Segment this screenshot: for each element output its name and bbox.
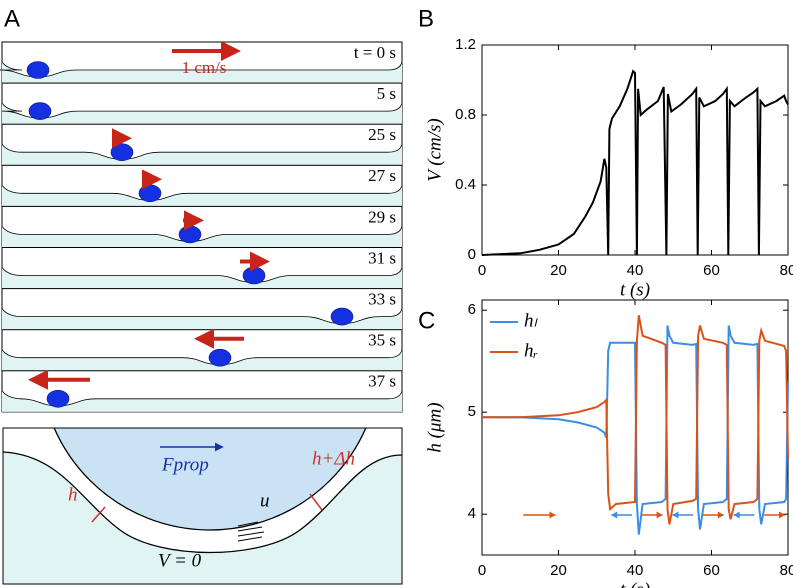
direction-head	[656, 511, 663, 519]
y-tick-label: 0.8	[455, 106, 476, 123]
x-tick-label: 60	[703, 562, 720, 579]
ball	[110, 143, 134, 161]
panel-label: A	[4, 5, 20, 32]
y-tick-label: 5	[468, 403, 476, 420]
x-tick-label: 80	[780, 262, 793, 279]
time-label: 27 s	[368, 166, 396, 185]
y-tick-label: 0.4	[455, 176, 476, 193]
time-label: 33 s	[368, 290, 396, 309]
x-axis-label: t (s)	[620, 579, 650, 588]
ball	[138, 184, 162, 203]
ball	[208, 348, 232, 367]
panel-label: B	[418, 5, 434, 32]
fluid	[2, 185, 402, 207]
x-tick-label: 40	[627, 562, 644, 579]
flow-label: u	[260, 490, 270, 511]
data-line	[481, 69, 789, 256]
x-tick-label: 80	[780, 562, 793, 579]
scale-label: 1 cm/s	[182, 58, 227, 77]
surface	[3, 451, 402, 554]
direction-head	[549, 511, 556, 519]
fluid	[2, 103, 402, 125]
direction-head	[672, 511, 679, 519]
gap-label: h+Δh	[312, 448, 355, 469]
legend-label: hᵣ	[524, 340, 538, 361]
x-tick-label: 20	[550, 262, 567, 279]
speed-label: V = 0	[158, 550, 202, 571]
direction-head	[733, 511, 740, 519]
ball	[242, 266, 266, 285]
y-tick-label: 4	[468, 505, 476, 522]
y-axis-label: h (μm)	[424, 402, 445, 452]
fluid	[2, 226, 402, 248]
y-tick-label: 1.2	[455, 36, 476, 53]
y-axis-label: V (cm/s)	[424, 118, 445, 182]
time-label: t = 0 s	[354, 43, 396, 62]
drop	[53, 428, 367, 531]
time-label: 25 s	[368, 125, 396, 144]
fluid	[2, 390, 402, 412]
x-tick-label: 20	[550, 562, 567, 579]
direction-head	[779, 511, 785, 519]
legend-label: hₗ	[524, 310, 539, 331]
panel-d: Fprop h h+Δh u V = 0	[3, 428, 402, 584]
time-label: 37 s	[368, 372, 396, 391]
ball	[178, 225, 202, 244]
fluid	[2, 349, 402, 371]
gap-label: h	[68, 484, 78, 505]
fluid	[0, 62, 402, 84]
time-label: 31 s	[368, 248, 396, 267]
time-label: 35 s	[368, 331, 396, 350]
panel-a: t = 0 s 5 s 25 s 27 s 29 s 31 s 33 s 35 s 37 s 1 …	[0, 41, 403, 413]
data-line	[482, 315, 789, 525]
y-tick-label: 0	[468, 246, 476, 263]
ball	[28, 102, 52, 120]
x-tick-label: 60	[703, 262, 720, 279]
y-tick-label: 6	[468, 301, 476, 318]
x-tick-label: 0	[478, 262, 486, 279]
flow-lines	[237, 521, 265, 542]
gap-marker	[91, 506, 106, 523]
x-tick-label: 40	[627, 262, 644, 279]
time-label: 5 s	[377, 84, 396, 103]
fluid	[2, 144, 402, 166]
ball	[26, 61, 50, 79]
direction-head	[717, 511, 724, 519]
fluid	[2, 267, 402, 289]
direction-head	[611, 511, 618, 519]
ball	[46, 389, 70, 408]
force-label: Fprop	[161, 454, 209, 475]
fluid	[2, 308, 402, 330]
gap-marker	[309, 493, 323, 511]
x-tick-label: 0	[478, 562, 486, 579]
panel-label: C	[418, 307, 435, 334]
ball	[330, 307, 354, 326]
time-label: 29 s	[368, 207, 396, 226]
x-axis-label: t (s)	[620, 279, 650, 300]
panel-d-frame	[2, 427, 403, 585]
